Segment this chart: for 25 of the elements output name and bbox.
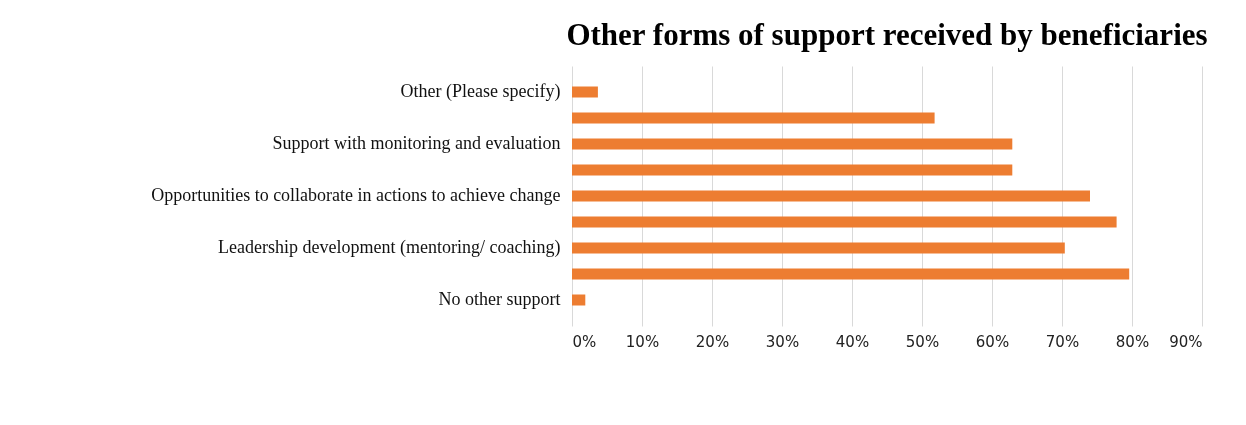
x-tick-label: 30% bbox=[765, 332, 800, 351]
bar bbox=[572, 268, 1130, 280]
bar bbox=[572, 216, 1117, 228]
bar bbox=[572, 86, 598, 98]
bar bbox=[572, 190, 1090, 202]
x-tick-label: 50% bbox=[905, 332, 940, 351]
bar bbox=[572, 112, 935, 124]
x-tick-label: 90% bbox=[1169, 332, 1203, 351]
x-tick-label: 0% bbox=[572, 332, 597, 351]
y-tick-label: Leadership development (mentoring/ coaching) bbox=[218, 237, 561, 258]
y-tick-label: Support with monitoring and evaluation bbox=[272, 133, 561, 153]
x-tick-label: 10% bbox=[625, 332, 660, 351]
x-tick-label: 70% bbox=[1045, 332, 1080, 351]
bar bbox=[572, 242, 1065, 254]
y-tick-label: Opportunities to collaborate in actions to achieve change bbox=[151, 185, 561, 205]
x-tick-label: 60% bbox=[975, 332, 1010, 351]
x-tick-label: 40% bbox=[835, 332, 870, 351]
chart-title: Other forms of support received by beneficiaries bbox=[566, 17, 1208, 52]
y-tick-label: Other (Please specify) bbox=[400, 81, 561, 102]
y-tick-label: No other support bbox=[438, 289, 561, 309]
x-tick-label: 80% bbox=[1115, 332, 1150, 351]
bar bbox=[572, 138, 1013, 150]
bar bbox=[572, 164, 1013, 176]
bar bbox=[572, 294, 586, 306]
x-tick-label: 20% bbox=[695, 332, 730, 351]
